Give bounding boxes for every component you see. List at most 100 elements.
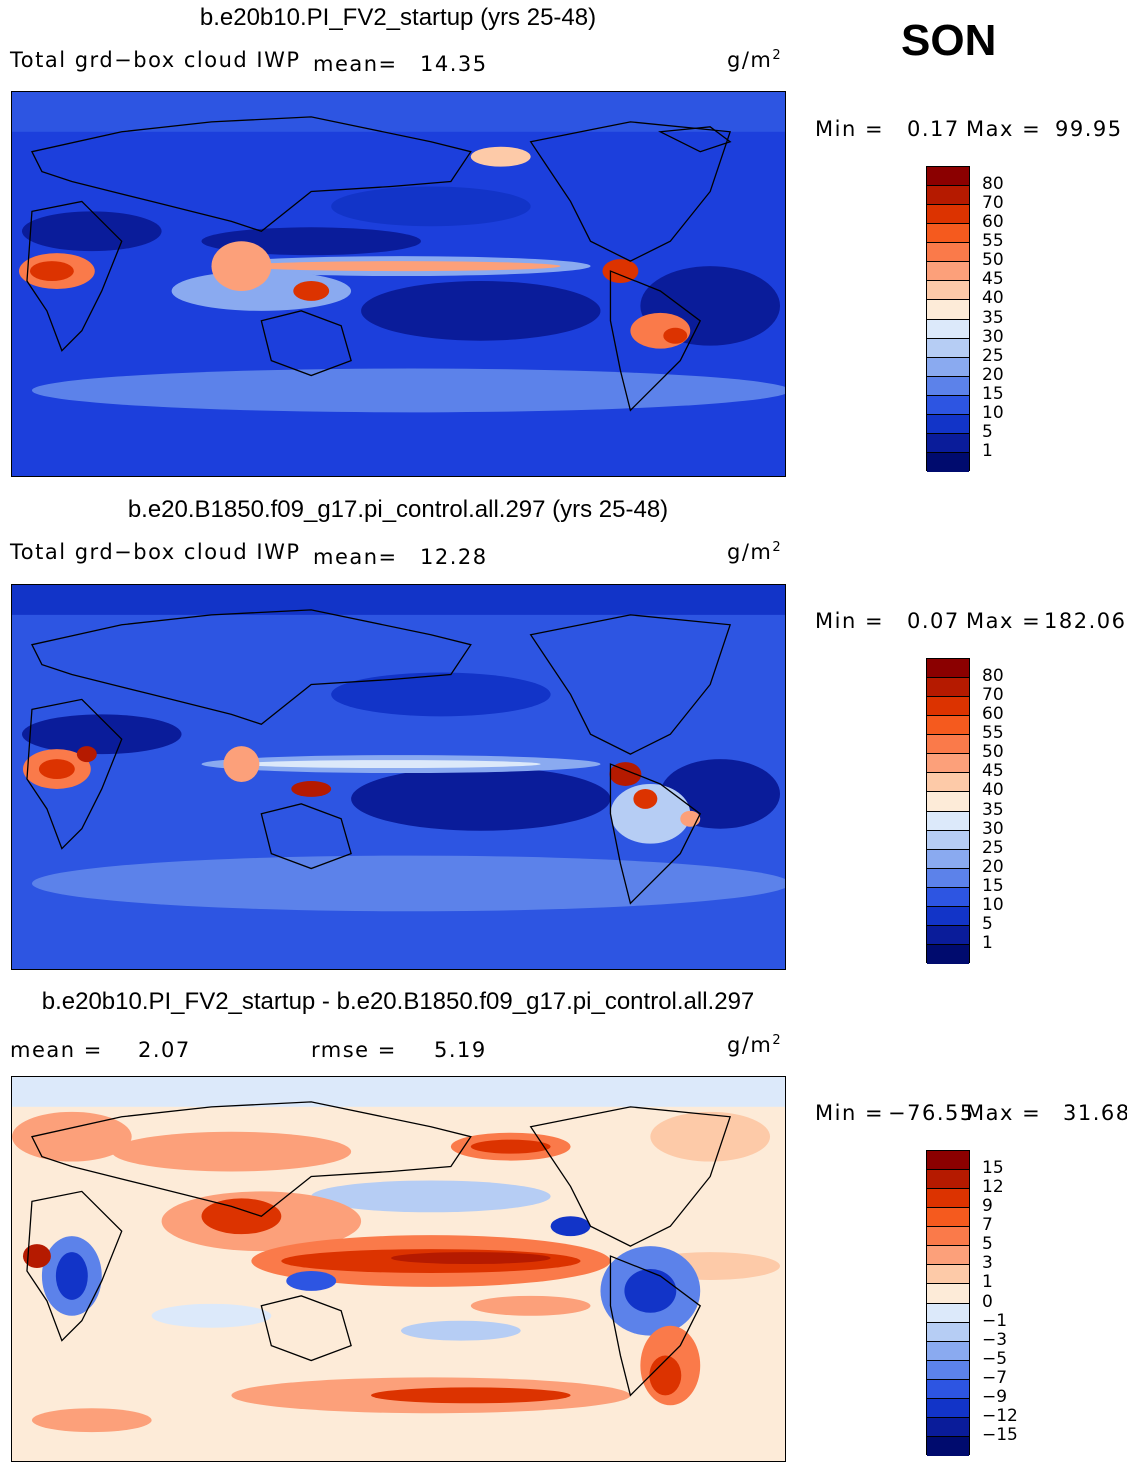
colorbar-swatch xyxy=(927,1246,969,1266)
panel1-variable: Total grd−box cloud IWP xyxy=(10,48,301,72)
panel2-units: g/m2 xyxy=(727,540,783,564)
colorbar-tick-label: 80 xyxy=(982,666,1004,687)
panel2-max-label: Max = xyxy=(966,609,1042,633)
colorbar-tick-label: 5 xyxy=(982,421,993,442)
colorbar-tick-label: 15 xyxy=(982,1158,1004,1179)
colorbar-swatch xyxy=(927,186,969,206)
colorbar-swatch xyxy=(927,414,969,434)
colorbar-swatch xyxy=(927,1417,969,1437)
colorbar-swatch xyxy=(927,925,969,945)
panel1-min-value: 0.17 xyxy=(907,117,960,141)
colorbar-swatch xyxy=(927,357,969,377)
panel2-map xyxy=(11,584,786,970)
colorbar-swatch xyxy=(927,1436,969,1456)
colorbar-swatch xyxy=(927,716,969,736)
panel3-title: b.e20b10.PI_FV2_startup - b.e20.B1850.f0… xyxy=(41,988,755,1015)
colorbar-tick-label: 1 xyxy=(982,1272,993,1293)
colorbar-swatch xyxy=(927,376,969,396)
colorbar-tick-label: 55 xyxy=(982,231,1004,252)
colorbar-swatch xyxy=(927,868,969,888)
colorbar-swatch xyxy=(927,697,969,717)
panel3-rmse-label: rmse = xyxy=(311,1038,397,1062)
colorbar-tick-label: 3 xyxy=(982,1253,993,1274)
colorbar-tick-label: 25 xyxy=(982,345,1004,366)
colorbar-tick-label: 40 xyxy=(982,288,1004,309)
colorbar-tick-label: −7 xyxy=(982,1367,1008,1388)
colorbar-tick-label: −1 xyxy=(982,1310,1008,1331)
colorbar-swatch xyxy=(927,678,969,698)
panel2-min-label: Min = xyxy=(815,609,885,633)
season-label: SON xyxy=(901,16,997,65)
colorbar-swatch xyxy=(927,395,969,415)
panel1-colorbar xyxy=(926,166,970,472)
colorbar-tick-label: 40 xyxy=(982,780,1004,801)
panel2-max-value: 182.06 xyxy=(1044,609,1127,633)
panel2-variable: Total grd−box cloud IWP xyxy=(10,540,301,564)
colorbar-tick-label: 5 xyxy=(982,1234,993,1255)
colorbar-tick-label: 35 xyxy=(982,799,1004,820)
colorbar-swatch xyxy=(927,735,969,755)
colorbar-swatch xyxy=(927,224,969,244)
colorbar-swatch xyxy=(927,1322,969,1342)
colorbar-swatch xyxy=(927,1398,969,1418)
colorbar-tick-label: 20 xyxy=(982,364,1004,385)
colorbar-swatch xyxy=(927,300,969,320)
colorbar-tick-label: 5 xyxy=(982,913,993,934)
panel2-min-value: 0.07 xyxy=(907,609,960,633)
colorbar-swatch xyxy=(927,1379,969,1399)
panel3-min-label: Min = xyxy=(815,1101,885,1125)
colorbar-tick-label: 9 xyxy=(982,1196,993,1217)
colorbar-swatch xyxy=(927,262,969,282)
colorbar-tick-label: 70 xyxy=(982,193,1004,214)
colorbar-tick-label: 45 xyxy=(982,269,1004,290)
colorbar-swatch xyxy=(927,167,969,187)
colorbar-tick-label: 80 xyxy=(982,174,1004,195)
colorbar-swatch xyxy=(927,319,969,339)
colorbar-swatch xyxy=(927,849,969,869)
colorbar-tick-label: −9 xyxy=(982,1386,1008,1407)
colorbar-tick-label: 45 xyxy=(982,761,1004,782)
colorbar-tick-label: 0 xyxy=(982,1291,993,1312)
colorbar-tick-label: 25 xyxy=(982,837,1004,858)
colorbar-tick-label: 30 xyxy=(982,326,1004,347)
colorbar-tick-label: 10 xyxy=(982,894,1004,915)
colorbar-tick-label: 35 xyxy=(982,307,1004,328)
colorbar-tick-label: −15 xyxy=(982,1424,1018,1445)
colorbar-tick-label: 15 xyxy=(982,383,1004,404)
colorbar-swatch xyxy=(927,452,969,472)
colorbar-tick-label: 15 xyxy=(982,875,1004,896)
colorbar-swatch xyxy=(927,1341,969,1361)
colorbar-tick-label: 55 xyxy=(982,723,1004,744)
colorbar-tick-label: 10 xyxy=(982,402,1004,423)
panel1-max-label: Max = xyxy=(966,117,1042,141)
colorbar-swatch xyxy=(927,1284,969,1304)
panel1-title: b.e20b10.PI_FV2_startup (yrs 25-48) xyxy=(199,4,597,31)
colorbar-tick-label: 50 xyxy=(982,742,1004,763)
colorbar-swatch xyxy=(927,243,969,263)
colorbar-tick-label: 60 xyxy=(982,704,1004,725)
colorbar-swatch xyxy=(927,1360,969,1380)
panel3-mean-value: 2.07 xyxy=(138,1038,191,1062)
colorbar-swatch xyxy=(927,906,969,926)
panel3-colorbar xyxy=(926,1150,970,1456)
colorbar-tick-label: 20 xyxy=(982,856,1004,877)
panel2-mean-label: mean= xyxy=(313,545,398,569)
colorbar-swatch xyxy=(927,1151,969,1171)
colorbar-swatch xyxy=(927,659,969,679)
colorbar-swatch xyxy=(927,887,969,907)
panel3-units: g/m2 xyxy=(727,1033,783,1057)
colorbar-tick-label: −3 xyxy=(982,1329,1008,1350)
panel1-min-label: Min = xyxy=(815,117,885,141)
panel3-min-value: −76.55 xyxy=(888,1101,975,1125)
colorbar-swatch xyxy=(927,811,969,831)
colorbar-tick-label: 50 xyxy=(982,250,1004,271)
panel2-title: b.e20.B1850.f09_g17.pi_control.all.297 (… xyxy=(127,496,669,523)
colorbar-tick-label: 70 xyxy=(982,685,1004,706)
panel1-mean-label: mean= xyxy=(313,52,398,76)
colorbar-swatch xyxy=(927,1189,969,1209)
colorbar-tick-label: 1 xyxy=(982,440,993,461)
colorbar-tick-label: −5 xyxy=(982,1348,1008,1369)
panel1-units: g/m2 xyxy=(727,48,783,72)
colorbar-swatch xyxy=(927,1265,969,1285)
panel2-colorbar xyxy=(926,658,970,964)
